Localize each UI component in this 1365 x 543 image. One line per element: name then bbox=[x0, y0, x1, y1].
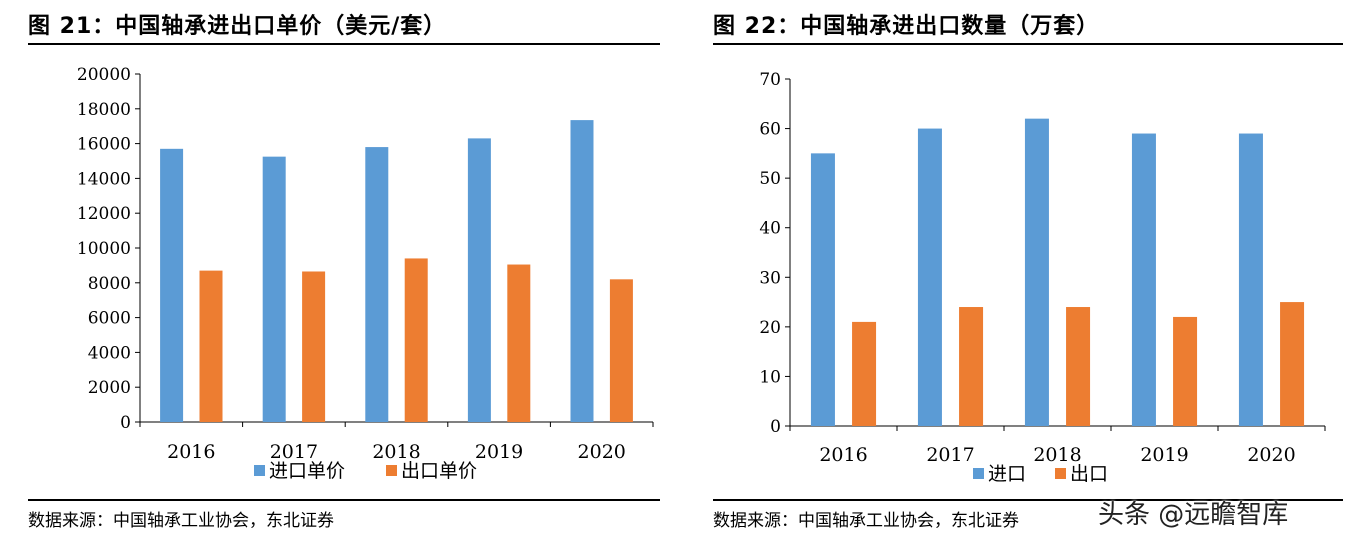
legend-swatch bbox=[1055, 468, 1066, 479]
y-tick-label: 12000 bbox=[77, 204, 131, 224]
source-rule bbox=[713, 499, 1343, 501]
y-tick-label: 20000 bbox=[77, 65, 131, 85]
x-tick-label: 2020 bbox=[578, 441, 626, 463]
y-tick-label: 0 bbox=[770, 417, 781, 437]
x-tick-label: 2018 bbox=[372, 441, 420, 463]
y-tick-label: 70 bbox=[759, 70, 781, 90]
bar-出口单价-2017 bbox=[302, 271, 326, 422]
y-tick-label: 20 bbox=[759, 318, 781, 338]
y-tick-label: 50 bbox=[759, 169, 781, 189]
bar-进口单价-2019 bbox=[467, 138, 491, 422]
bar-进口-2016 bbox=[810, 153, 835, 426]
bar-进口-2017 bbox=[917, 128, 942, 427]
x-tick-label: 2017 bbox=[926, 444, 974, 466]
bar-进口单价-2016 bbox=[160, 148, 184, 422]
y-tick-label: 10 bbox=[759, 367, 781, 387]
y-tick-label: 4000 bbox=[88, 343, 131, 363]
bar-出口-2020 bbox=[1280, 302, 1305, 426]
x-tick-label: 2019 bbox=[475, 441, 523, 463]
legend-swatch bbox=[386, 465, 397, 476]
x-tick-label: 2019 bbox=[1140, 444, 1188, 466]
bar-出口单价-2016 bbox=[199, 270, 223, 422]
legend-label: 进口 bbox=[988, 463, 1026, 485]
bar-进口-2018 bbox=[1024, 118, 1049, 427]
bar-出口单价-2018 bbox=[404, 258, 428, 422]
y-tick-label: 10000 bbox=[77, 239, 131, 259]
x-tick-label: 2016 bbox=[819, 444, 867, 466]
y-tick-label: 8000 bbox=[88, 274, 131, 294]
legend-label: 出口单价 bbox=[401, 460, 477, 482]
bar-chart-quantity: 0 10 20 30 40 50 60 70 2016 2017 2018 2019 2020 进口 出口 bbox=[759, 70, 1326, 485]
x-tick-label: 2018 bbox=[1033, 444, 1081, 466]
bar-chart-unit-price: 0 2000 4000 6000 8000 10000 12000 14000 16000 180… bbox=[77, 65, 654, 482]
x-tick-label: 2016 bbox=[167, 441, 215, 463]
y-tick-label: 0 bbox=[120, 413, 131, 433]
bar-出口单价-2019 bbox=[507, 264, 531, 422]
x-tick-label: 2020 bbox=[1247, 444, 1295, 466]
y-tick-label: 2000 bbox=[88, 378, 131, 398]
y-tick-label: 18000 bbox=[77, 100, 131, 120]
x-tick-label: 2017 bbox=[270, 441, 318, 463]
bar-进口单价-2020 bbox=[570, 120, 594, 423]
y-tick-label: 30 bbox=[759, 268, 781, 288]
source-rule bbox=[28, 499, 660, 501]
source-note: 数据来源：中国轴承工业协会，东北证券 bbox=[28, 511, 334, 531]
figure-title: 图 22：中国轴承进出口数量（万套） bbox=[713, 14, 1100, 39]
title-rule bbox=[713, 43, 1343, 45]
bar-出口-2016 bbox=[852, 321, 877, 426]
bar-进口-2019 bbox=[1131, 133, 1156, 426]
y-tick-label: 6000 bbox=[88, 309, 131, 329]
watermark: 头条 @远瞻智库 bbox=[1098, 500, 1289, 530]
bar-出口-2017 bbox=[959, 307, 984, 426]
bar-出口-2019 bbox=[1173, 316, 1198, 426]
legend-swatch bbox=[254, 465, 265, 476]
legend-swatch bbox=[973, 468, 984, 479]
bar-出口单价-2020 bbox=[609, 279, 633, 422]
bar-进口单价-2018 bbox=[365, 147, 389, 422]
source-note: 数据来源：中国轴承工业协会，东北证券 bbox=[713, 511, 1019, 531]
legend-label: 出口 bbox=[1070, 463, 1108, 485]
chart-panel-right: 图 22：中国轴承进出口数量（万套） 0 10 20 30 40 50 60 70 2016 20… bbox=[680, 0, 1365, 543]
y-tick-label: 40 bbox=[759, 219, 781, 239]
title-rule bbox=[28, 43, 660, 45]
y-tick-label: 16000 bbox=[77, 135, 131, 155]
legend-label: 进口单价 bbox=[269, 460, 345, 482]
bar-进口单价-2017 bbox=[262, 156, 286, 422]
bar-进口-2020 bbox=[1238, 133, 1263, 426]
y-tick-label: 60 bbox=[759, 120, 781, 140]
chart-panel-left: 图 21：中国轴承进出口单价（美元/套） 0 2000 4000 6000 8000 10… bbox=[0, 0, 680, 543]
y-tick-label: 14000 bbox=[77, 169, 131, 189]
figure-title: 图 21：中国轴承进出口单价（美元/套） bbox=[28, 14, 447, 39]
bar-出口-2018 bbox=[1066, 307, 1091, 426]
